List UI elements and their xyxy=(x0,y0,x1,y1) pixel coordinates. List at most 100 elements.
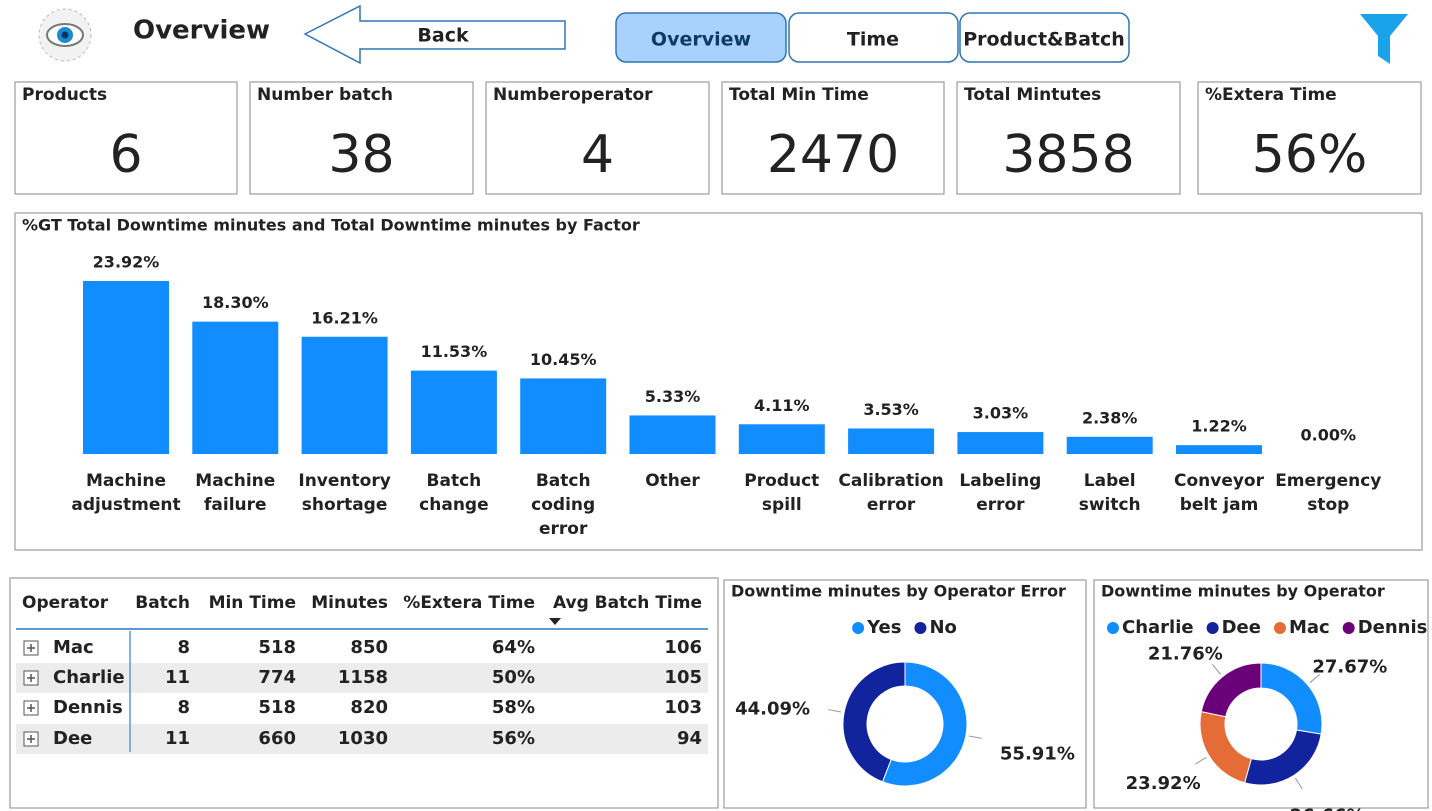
table-cell: 103 xyxy=(664,697,702,718)
bar xyxy=(848,428,935,454)
table-cell: 11 xyxy=(165,728,190,749)
table-cell: 94 xyxy=(677,728,702,749)
legend-label: Charlie xyxy=(1122,617,1194,638)
legend-dot xyxy=(1273,622,1286,634)
table-cell: 1030 xyxy=(338,728,388,749)
table-cell: 518 xyxy=(258,697,296,718)
data-label: 11.53% xyxy=(421,342,488,361)
legend-dot xyxy=(1342,622,1355,634)
kpi-label: Total Mintutes xyxy=(964,85,1101,105)
donut-slice xyxy=(1200,662,1262,718)
x-tick-label: Inventory shortage xyxy=(298,471,390,515)
legend-dot xyxy=(914,622,927,634)
leader-line xyxy=(1294,777,1303,790)
row-band xyxy=(16,724,708,754)
data-label: 55.91% xyxy=(1000,744,1075,765)
x-tick-label: Machine adjustment xyxy=(71,471,180,515)
tab-label[interactable]: Time xyxy=(847,29,899,51)
chart-title: Downtime minutes by Operator Error xyxy=(731,582,1066,601)
table-cell: 820 xyxy=(350,697,388,718)
x-tick-label: Emergency stop xyxy=(1275,471,1381,515)
table-cell: 11 xyxy=(165,667,190,688)
x-tick-label: Batch change xyxy=(419,471,488,515)
table-cell: 58% xyxy=(492,697,535,718)
tab-label[interactable]: Product&Batch xyxy=(963,29,1125,51)
kpi-card xyxy=(721,81,945,195)
kpi-label: %Extera Time xyxy=(1205,85,1337,105)
column-header: Avg Batch Time xyxy=(553,593,702,613)
bar xyxy=(301,336,388,454)
data-label: 23.92% xyxy=(93,253,160,272)
kpi-card xyxy=(249,81,474,195)
tab-overview[interactable] xyxy=(615,12,787,63)
filter-icon[interactable] xyxy=(1360,14,1408,64)
table-cell: Dennis xyxy=(53,697,123,718)
kpi-card xyxy=(956,81,1181,195)
back-label[interactable]: Back xyxy=(417,25,469,47)
data-label: 23.92% xyxy=(1126,773,1201,794)
leader-line xyxy=(968,735,982,739)
table-cell: 660 xyxy=(258,728,296,749)
data-label: 16.21% xyxy=(311,308,378,327)
legend-dot xyxy=(1107,622,1119,634)
kpi-label: Products xyxy=(22,85,107,105)
data-label: 26.66% xyxy=(1290,805,1365,811)
expand-plus xyxy=(27,735,35,743)
bar xyxy=(410,370,497,454)
bar xyxy=(520,378,607,454)
legend-label: Mac xyxy=(1289,617,1330,638)
data-label: 4.11% xyxy=(754,396,810,415)
column-header: Batch xyxy=(135,593,190,613)
kpi-card xyxy=(485,81,710,195)
tab-label[interactable]: Overview xyxy=(651,29,751,51)
x-tick-label: Batch coding error xyxy=(531,471,595,539)
data-label: 3.03% xyxy=(973,404,1029,423)
x-tick-label: Calibration error xyxy=(838,471,943,515)
tab-product-batch[interactable] xyxy=(959,12,1130,63)
donut-slice xyxy=(881,661,968,787)
data-label: 2.38% xyxy=(1082,408,1138,427)
bar xyxy=(629,415,716,454)
bar xyxy=(1066,436,1153,454)
table-cell: 106 xyxy=(664,637,702,658)
x-tick-label: Conveyor belt jam xyxy=(1174,471,1265,515)
kpi-value: 6 xyxy=(109,125,142,185)
column-header: Min Time xyxy=(209,593,296,613)
back-button[interactable] xyxy=(303,4,566,65)
x-tick-label: Product spill xyxy=(744,471,819,515)
kpi-card xyxy=(14,81,238,195)
kpi-label: Number batch xyxy=(257,85,393,105)
table-cell: 774 xyxy=(258,667,296,688)
kpi-card xyxy=(1197,81,1422,195)
sort-arrow xyxy=(549,618,561,625)
legend-label: Dee xyxy=(1222,617,1261,638)
x-tick-label: Label switch xyxy=(1079,471,1141,515)
table-cell: 850 xyxy=(350,637,388,658)
leader-line xyxy=(1309,673,1321,684)
legend-dot xyxy=(852,622,865,634)
kpi-value: 4 xyxy=(581,125,614,185)
table-cell: 8 xyxy=(177,697,190,718)
expand-plus xyxy=(27,704,35,712)
bar xyxy=(957,432,1044,454)
data-label: 10.45% xyxy=(530,350,597,369)
x-tick-label: Machine failure xyxy=(195,471,275,515)
data-label: 21.76% xyxy=(1148,643,1223,664)
kpi-label: Total Min Time xyxy=(729,85,869,105)
data-label: 1.22% xyxy=(1191,417,1247,436)
x-tick-label: Labeling error xyxy=(959,471,1041,515)
chart-title: Downtime minutes by Operator xyxy=(1101,582,1385,601)
bar xyxy=(83,281,169,454)
column-header: %Extera Time xyxy=(403,593,535,613)
kpi-value: 56% xyxy=(1252,125,1368,185)
data-label: 44.09% xyxy=(735,698,810,719)
table-cell: Dee xyxy=(53,728,92,749)
table-cell: Charlie xyxy=(53,667,125,688)
expand-plus xyxy=(27,674,35,682)
data-label: 27.67% xyxy=(1312,656,1387,677)
leader-line xyxy=(828,709,842,713)
kpi-label: Numberoperator xyxy=(493,85,653,105)
column-header: Operator xyxy=(22,593,109,613)
tab-time[interactable] xyxy=(788,12,959,63)
